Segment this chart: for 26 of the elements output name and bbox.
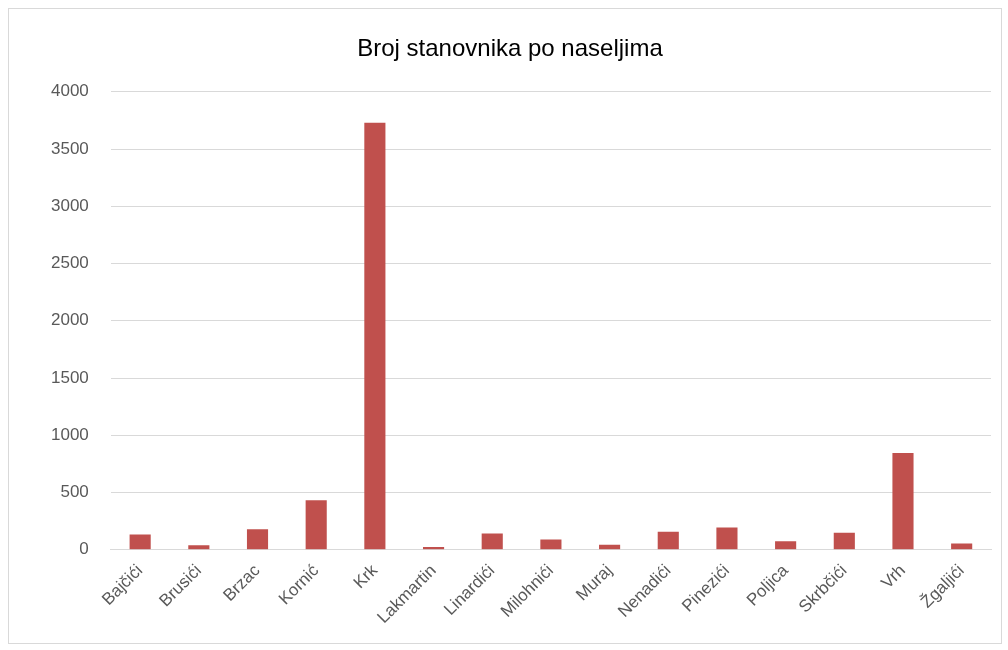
x-tick-label: Vrh — [877, 560, 910, 593]
y-tick-label: 3500 — [50, 138, 89, 158]
y-tick-label: 3000 — [50, 195, 89, 215]
bar — [657, 531, 679, 550]
chart-title: Broj stanovnika po naseljima — [357, 34, 664, 62]
y-tick-label: 2500 — [50, 253, 89, 273]
bar — [481, 533, 503, 550]
y-tick-label: 0 — [79, 539, 89, 559]
bar — [364, 122, 386, 550]
bar — [188, 545, 210, 550]
bar — [716, 527, 738, 550]
x-tick-label: Krk — [349, 560, 382, 593]
bar — [305, 500, 327, 550]
bar — [833, 532, 855, 550]
y-tick-label: 1500 — [50, 367, 89, 387]
bar — [540, 539, 562, 550]
y-tick-label: 4000 — [50, 81, 89, 101]
bar — [892, 452, 914, 550]
bar — [775, 541, 797, 550]
y-tick-label: 500 — [60, 482, 89, 502]
y-tick-label: 1000 — [50, 424, 89, 444]
bar — [951, 543, 973, 550]
y-tick-label: 2000 — [50, 310, 89, 330]
bar — [599, 544, 621, 550]
bar — [129, 534, 151, 550]
bar — [246, 529, 269, 550]
